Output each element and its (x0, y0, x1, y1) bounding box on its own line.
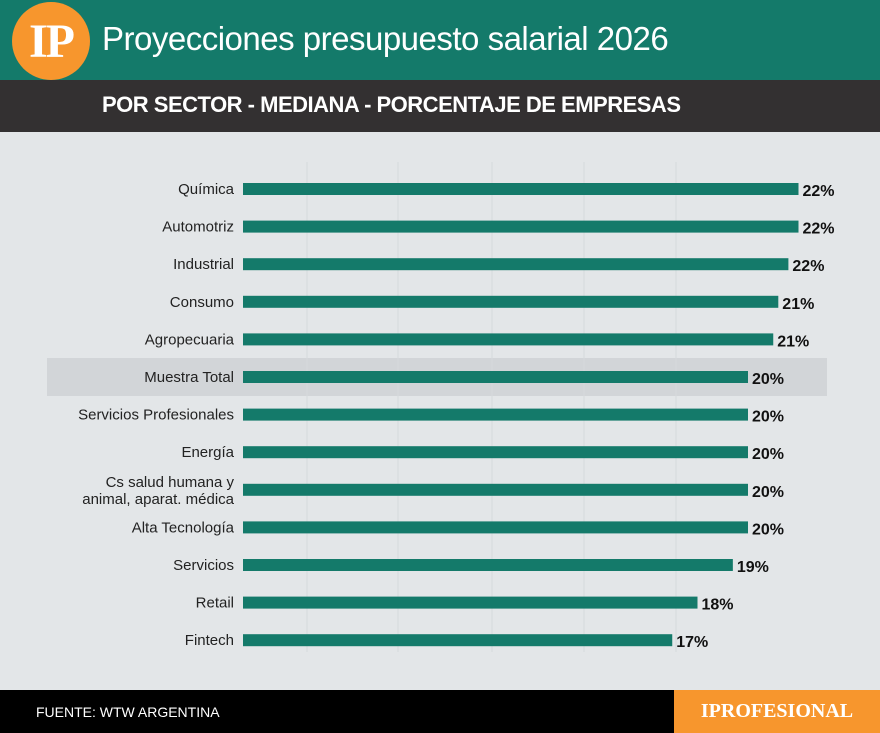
value-label: 20% (752, 521, 784, 538)
bar (243, 596, 698, 609)
category-label: Servicios (173, 557, 234, 574)
value-label: 22% (803, 183, 835, 200)
value-label: 20% (752, 371, 784, 388)
category-label: Servicios Profesionales (78, 407, 234, 424)
value-label: 20% (752, 484, 784, 501)
category-label: Fintech (185, 632, 234, 649)
bar (243, 521, 748, 534)
category-label: Consumo (170, 294, 234, 311)
value-label: 19% (737, 559, 769, 576)
value-label: 20% (752, 409, 784, 426)
bar (243, 183, 799, 195)
bar (243, 220, 799, 233)
value-label: 21% (782, 296, 814, 313)
value-label: 17% (676, 634, 708, 651)
bar (243, 258, 789, 271)
chart-title: Proyecciones presupuesto salarial 2026 (102, 20, 669, 57)
value-label: 22% (803, 221, 835, 238)
ip-logo: IP (12, 2, 90, 80)
footer: FUENTE: WTW ARGENTINA IPROFESIONAL (0, 690, 880, 733)
source-note: FUENTE: WTW ARGENTINA (36, 704, 220, 720)
value-label: 21% (777, 333, 809, 350)
category-label: Química (178, 181, 235, 198)
title-bar: IP Proyecciones presupuesto salarial 202… (0, 0, 880, 80)
value-label: 20% (752, 446, 784, 463)
bar (243, 446, 748, 459)
category-label: Alta Tecnología (132, 519, 235, 536)
category-label: Retail (196, 595, 234, 612)
category-label: Energía (181, 444, 234, 461)
bar (243, 333, 774, 346)
bar (243, 371, 748, 383)
category-label: Industrial (173, 256, 234, 273)
bar (243, 408, 748, 421)
value-label: 18% (702, 597, 734, 614)
bar-chart: Química 22% Automotriz 22% Industrial 22% Cons… (47, 162, 835, 652)
category-label: Muestra Total (144, 369, 234, 386)
category-label: Automotriz (162, 219, 234, 236)
bar (243, 559, 733, 571)
bar (243, 634, 673, 647)
value-label: 22% (792, 258, 824, 275)
subtitle-bar: POR SECTOR - MEDIANA - PORCENTAJE DE EMP… (0, 80, 880, 132)
bar (243, 483, 748, 496)
chart-subtitle: POR SECTOR - MEDIANA - PORCENTAJE DE EMP… (102, 92, 681, 117)
bar (243, 295, 779, 308)
brand-logo: IPROFESIONAL (674, 690, 880, 733)
category-label: Cs salud humana y animal, aparat. médica (82, 474, 234, 508)
category-label: Agropecuaria (145, 331, 235, 348)
